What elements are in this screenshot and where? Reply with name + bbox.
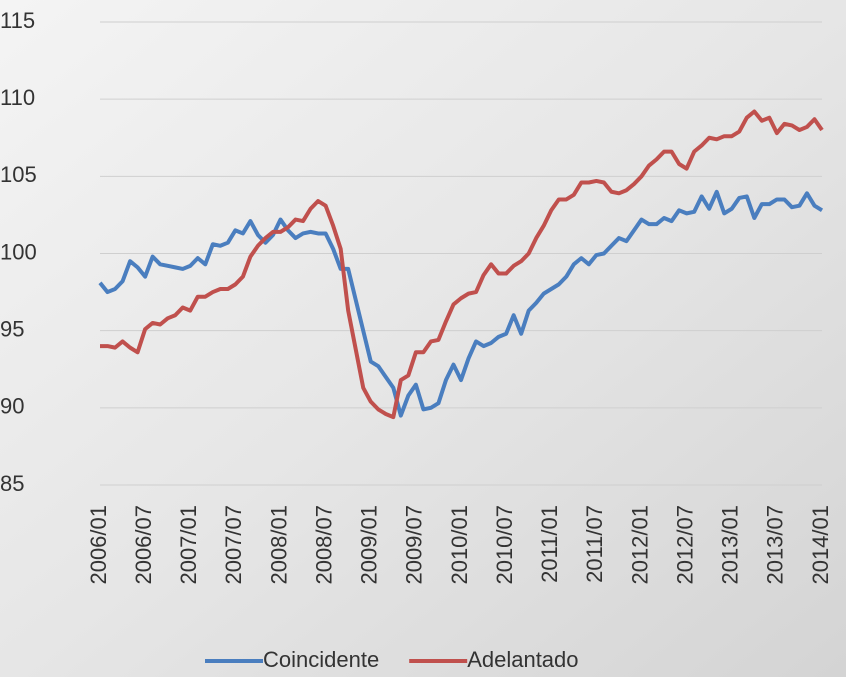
y-tick-label: 115 [0, 8, 35, 33]
legend: Coincidente Adelantado [205, 647, 579, 672]
x-tick-label: 2013/07 [763, 505, 788, 585]
x-tick-label: 2010/07 [492, 505, 517, 585]
x-tick-label: 2011/07 [582, 505, 607, 583]
x-tick-label: 2011/01 [537, 505, 562, 583]
x-tick-label: 2013/01 [718, 505, 743, 585]
x-tick-label: 2006/01 [86, 505, 111, 585]
y-tick-label: 100 [0, 239, 37, 264]
x-tick-label: 2010/01 [447, 505, 472, 585]
y-tick-label: 110 [0, 85, 35, 110]
series-line [98, 189, 824, 418]
y-tick-label: 90 [0, 394, 24, 419]
x-tick-label: 2014/01 [808, 505, 833, 585]
x-tick-label: 2009/01 [357, 505, 382, 585]
series-line [100, 109, 824, 420]
x-tick-label: 2006/07 [131, 505, 156, 585]
legend-label: Adelantado [467, 647, 578, 672]
y-tick-label: 105 [0, 162, 37, 187]
legend-label: Coincidente [263, 647, 379, 672]
x-tick-label: 2008/07 [311, 505, 336, 585]
x-tick-label: 2007/01 [176, 505, 201, 585]
x-tick-label: 2012/01 [627, 505, 652, 585]
y-tick-label: 95 [0, 316, 24, 341]
x-tick-label: 2009/07 [402, 505, 427, 585]
y-tick-label: 85 [0, 471, 24, 496]
x-tick-label: 2008/01 [266, 505, 291, 585]
x-tick-label: 2012/07 [672, 505, 697, 585]
x-tick-label: 2007/07 [221, 505, 246, 585]
